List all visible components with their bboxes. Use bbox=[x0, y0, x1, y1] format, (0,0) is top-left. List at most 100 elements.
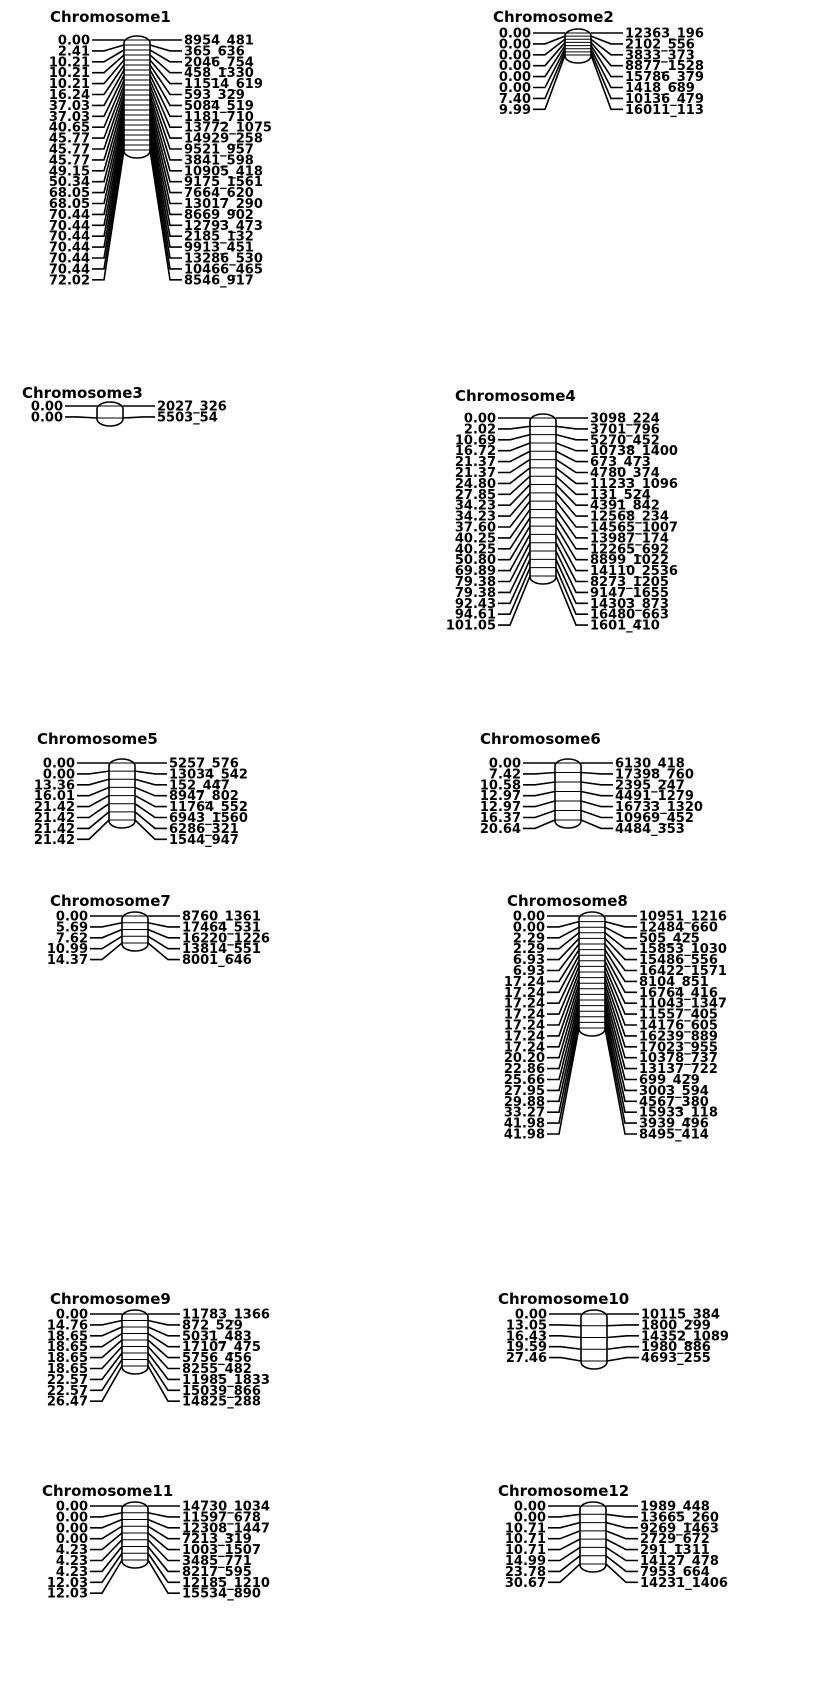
chromosome-1-right-connector bbox=[149, 69, 182, 107]
chromosome-9-position-label: 0.00 bbox=[56, 1308, 88, 1323]
chromosome-8-right-connector bbox=[604, 982, 637, 1048]
chromosome-6-marker-label: 10969_452 bbox=[615, 811, 694, 826]
chromosome-6-position-label: 20.64 bbox=[480, 822, 521, 837]
chromosome-8-marker-label: 10951_1216 bbox=[639, 910, 727, 925]
chromosome-4-marker-label: 14110_2536 bbox=[590, 564, 678, 579]
chromosome-5-marker-label: 1544_947 bbox=[169, 833, 239, 848]
chromosome-6-marker-label: 2395_247 bbox=[615, 778, 685, 793]
chromosome-4-position-label: 79.38 bbox=[455, 586, 496, 601]
chromosome-1-left-connector bbox=[92, 84, 125, 139]
chromosome-4-marker-label: 673_473 bbox=[590, 455, 651, 470]
chromosome-4-marker-label: 11233_1096 bbox=[590, 477, 678, 492]
chromosome-4-right-connector bbox=[555, 525, 588, 561]
chromosome-6-marker-label: 4491_1279 bbox=[615, 789, 694, 804]
chromosome-12-marker-label: 14231_1406 bbox=[640, 1576, 728, 1591]
chromosome-5-position-label: 13.36 bbox=[34, 778, 75, 793]
chromosome-2-position-label: 7.40 bbox=[499, 92, 531, 107]
chromosome-4-right-connector bbox=[555, 542, 588, 583]
chromosome-5-right-connector bbox=[134, 803, 167, 819]
chromosome-1-position-label: 70.44 bbox=[49, 219, 90, 234]
chromosome-2-right-connector bbox=[590, 38, 623, 56]
chromosome-3-marker-label: 2027_326 bbox=[157, 400, 227, 415]
chromosome-10-right-connector bbox=[606, 1324, 639, 1327]
chromosome-4-position-label: 24.80 bbox=[455, 477, 496, 492]
chromosome-2-marker-label: 16011_113 bbox=[625, 103, 704, 118]
chromosome-4-position-label: 0.00 bbox=[464, 412, 496, 427]
chromosome-1-marker-label: 10905_418 bbox=[184, 164, 263, 179]
chromosome-1-marker-label: 9175_1561 bbox=[184, 175, 263, 190]
chromosome-4-position-label: 50.80 bbox=[455, 553, 496, 568]
chromosome-12-left-connector bbox=[548, 1555, 581, 1573]
chromosome-4-position-label: 34.23 bbox=[455, 499, 496, 514]
chromosome-8-position-label: 17.24 bbox=[504, 1008, 545, 1023]
chromosome-11-left-connector bbox=[90, 1525, 123, 1540]
chromosome-2-right-connector bbox=[590, 41, 623, 67]
chromosome-8-marker-label: 3939_496 bbox=[639, 1117, 709, 1132]
chromosome-8-marker-label: 15933_118 bbox=[639, 1106, 718, 1121]
chromosome-9-left-connector bbox=[90, 1359, 123, 1392]
chromosome-2-right-connector bbox=[590, 35, 623, 45]
chromosome-4-marker-label: 3701_796 bbox=[590, 422, 660, 437]
chromosome-1-marker-label: 12793_473 bbox=[184, 219, 263, 234]
chromosome-1-left-connector bbox=[92, 109, 125, 194]
chromosome-2-marker-label: 12363_196 bbox=[625, 27, 704, 42]
chromosome-11-left-connector bbox=[90, 1518, 123, 1529]
chromosome-9-body bbox=[121, 1309, 149, 1375]
chromosome-11-right-connector bbox=[147, 1532, 180, 1551]
chromosome-1-marker-label: 2185_132 bbox=[184, 230, 254, 245]
chromosome-4-position-label: 92.43 bbox=[455, 597, 496, 612]
chromosome-9-left-connector bbox=[90, 1365, 123, 1402]
chromosome-8-position-label: 25.66 bbox=[504, 1073, 545, 1088]
chromosome-8-left-connector bbox=[547, 1011, 580, 1103]
chromosome-8-left-connector bbox=[547, 994, 580, 1070]
chromosome-12-position-label: 10.71 bbox=[505, 1543, 546, 1558]
chromosome-4-marker-label: 5270_452 bbox=[590, 433, 660, 448]
chromosome-8-right-connector bbox=[604, 977, 637, 1037]
chromosome-11-left-connector bbox=[90, 1552, 123, 1584]
chromosome-6-marker-label: 6130_418 bbox=[615, 757, 685, 772]
chromosome-1-position-label: 2.41 bbox=[58, 44, 90, 59]
chromosome-2-marker-label: 1418_689 bbox=[625, 81, 695, 96]
chromosome-4-position-label: 2.02 bbox=[464, 422, 496, 437]
chromosome-11-right-connector bbox=[147, 1525, 180, 1540]
chromosome-1-left-connector bbox=[92, 139, 125, 259]
chromosome-6-right-connector bbox=[580, 800, 613, 808]
chromosome-4-left-connector bbox=[498, 450, 531, 463]
chromosome-2-position-label: 0.00 bbox=[499, 81, 531, 96]
chromosome-12-marker-label: 1989_448 bbox=[640, 1500, 710, 1515]
chromosome-4-right-connector bbox=[555, 492, 588, 517]
chromosome-4-right-connector bbox=[555, 442, 588, 452]
chromosome-7-position-label: 0.00 bbox=[56, 910, 88, 925]
chromosome-8-marker-label: 15853_1030 bbox=[639, 942, 727, 957]
chromosome-6-title: Chromosome6 bbox=[480, 730, 601, 748]
chromosome-5-marker-label: 5257_576 bbox=[169, 757, 239, 772]
chromosome-1-marker-label: 365_636 bbox=[184, 44, 245, 59]
chromosome-5-position-label: 16.01 bbox=[34, 789, 75, 804]
chromosome-1-position-label: 10.21 bbox=[49, 55, 90, 70]
chromosome-1-right-connector bbox=[149, 89, 182, 150]
chromosome-5-title: Chromosome5 bbox=[37, 730, 158, 748]
chromosome-4-right-connector bbox=[555, 575, 588, 626]
chromosome-8-right-connector bbox=[604, 1005, 637, 1092]
chromosome-8-right-connector bbox=[604, 966, 637, 1015]
chromosome-1-marker-label: 8954_481 bbox=[184, 34, 254, 49]
chromosome-12-position-label: 10.71 bbox=[505, 1532, 546, 1547]
chromosome-8-position-label: 22.86 bbox=[504, 1062, 545, 1077]
chromosome-9-left-connector bbox=[90, 1339, 123, 1359]
chromosome-6-body bbox=[554, 758, 582, 829]
chromosome-12-left-connector bbox=[548, 1513, 581, 1518]
chromosome-5-right-connector bbox=[134, 786, 167, 797]
chromosome-8-marker-label: 11043_1347 bbox=[639, 997, 727, 1012]
chromosome-8-position-label: 6.93 bbox=[513, 964, 545, 979]
chromosome-1-position-label: 70.44 bbox=[49, 241, 90, 256]
chromosome-10-marker-label: 4693_255 bbox=[641, 1351, 711, 1366]
chromosome-8-position-label: 17.24 bbox=[504, 986, 545, 1001]
chromosome-8-left-connector bbox=[547, 960, 580, 1005]
chromosome-4-position-label: 16.72 bbox=[455, 444, 496, 459]
chromosome-8-position-label: 29.88 bbox=[504, 1095, 545, 1110]
chromosome-11-right-connector bbox=[147, 1545, 180, 1573]
chromosome-2-right-connector bbox=[590, 45, 623, 78]
chromosome-1-right-connector bbox=[149, 79, 182, 128]
chromosome-6-position-label: 7.42 bbox=[489, 767, 521, 782]
chromosome-11-body bbox=[121, 1501, 149, 1569]
